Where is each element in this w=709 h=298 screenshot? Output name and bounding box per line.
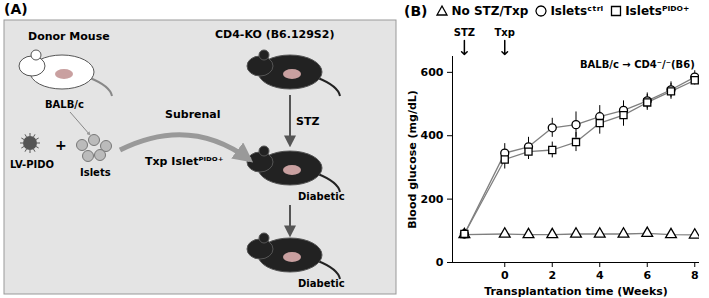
svg-text:LV-PIDO: LV-PIDO bbox=[10, 159, 54, 170]
svg-text:0: 0 bbox=[436, 256, 444, 269]
svg-text:Transplantation time (Weeks): Transplantation time (Weeks) bbox=[484, 285, 668, 298]
svg-text:Donor Mouse: Donor Mouse bbox=[28, 30, 110, 43]
svg-text:Blood glucose (mg/dL): Blood glucose (mg/dL) bbox=[406, 90, 419, 229]
svg-text:Diabetic: Diabetic bbox=[298, 278, 345, 289]
svg-text:Txp: Txp bbox=[495, 27, 515, 38]
html-text:(B): (B) bbox=[404, 3, 428, 19]
svg-text:CD4-KO (B6.129S2): CD4-KO (B6.129S2) bbox=[215, 28, 334, 41]
svg-text:BALB/c: BALB/c bbox=[45, 99, 84, 110]
html-text:Isletsᴾᴵᴰᴼ⁺: Isletsᴾᴵᴰᴼ⁺ bbox=[625, 4, 690, 18]
svg-text:400: 400 bbox=[421, 129, 444, 142]
svg-text:(A): (A) bbox=[4, 1, 28, 17]
html-text:No STZ/Txp: No STZ/Txp bbox=[451, 4, 529, 18]
svg-text:200: 200 bbox=[421, 193, 444, 206]
svg-text:600: 600 bbox=[421, 66, 444, 79]
svg-text:BALB/c → CD4⁻/⁻(B6): BALB/c → CD4⁻/⁻(B6) bbox=[580, 59, 695, 70]
svg-text:STZ: STZ bbox=[296, 115, 319, 128]
svg-text:2: 2 bbox=[548, 269, 556, 282]
svg-text:Islets: Islets bbox=[80, 167, 111, 178]
svg-text:STZ: STZ bbox=[454, 27, 475, 38]
svg-text:+: + bbox=[55, 137, 67, 153]
svg-text:4: 4 bbox=[596, 269, 604, 282]
svg-text:6: 6 bbox=[643, 269, 651, 282]
svg-text:Diabetic: Diabetic bbox=[298, 191, 345, 202]
svg-text:0: 0 bbox=[501, 269, 509, 282]
svg-text:8: 8 bbox=[691, 269, 699, 282]
svg-text:Subrenal: Subrenal bbox=[165, 108, 221, 121]
html-text:Isletsᶜᵗʳˡ: Isletsᶜᵗʳˡ bbox=[550, 4, 604, 18]
svg-text:Txp Isletᴾᴵᴰᴼ⁺: Txp Isletᴾᴵᴰᴼ⁺ bbox=[145, 155, 224, 168]
